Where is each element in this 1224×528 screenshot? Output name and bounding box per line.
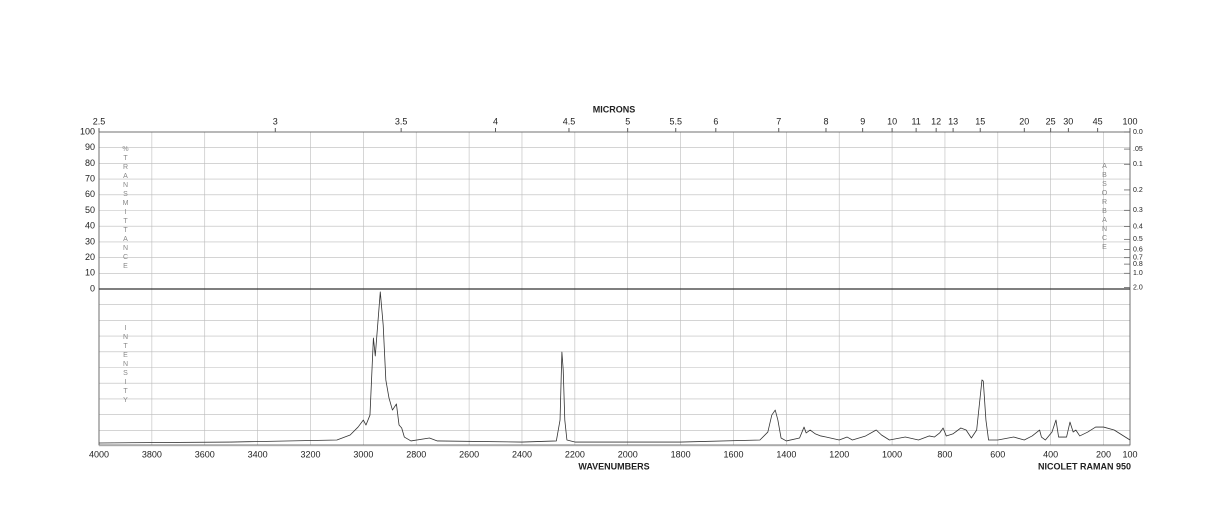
x-tick-label: 3000 [353,449,373,459]
absorbance-tick-label: 0.5 [1133,236,1143,243]
x-tick-label: 800 [937,449,952,459]
right-axis-label: ABSORBANCE [1101,163,1108,253]
lower-axis-label: INTENSITY [122,325,129,406]
micron-tick-label: 12 [931,116,941,126]
micron-tick-label: 4 [493,116,498,126]
micron-tick-label: 10 [887,116,897,126]
micron-tick-label: 15 [975,116,985,126]
absorbance-tick-label: 0.2 [1133,187,1143,194]
x-tick-label: 1200 [829,449,849,459]
micron-tick-label: 100 [1122,116,1137,126]
x-tick-label: 1400 [776,449,796,459]
absorbance-tick-label: 2.0 [1133,284,1143,291]
micron-tick-label: 30 [1063,116,1073,126]
y-tick-label: 50 [85,205,95,215]
y-tick-label: 60 [85,189,95,199]
chart-title: MICRONS [593,104,636,114]
absorbance-tick-label: 0.4 [1133,223,1143,230]
micron-tick-label: 9 [860,116,865,126]
x-axis-title: WAVENUMBERS [578,461,649,471]
absorbance-tick-label: 0.3 [1133,207,1143,214]
micron-tick-label: 5.5 [670,116,683,126]
y-tick-label: 40 [85,221,95,231]
x-tick-label: 1800 [671,449,691,459]
footer: NICOLET RAMAN 950 [1038,461,1131,471]
x-tick-label: 600 [990,449,1005,459]
y-tick-label: 70 [85,173,95,183]
x-tick-label: 1000 [882,449,902,459]
x-tick-label: 2400 [512,449,532,459]
absorbance-tick-label: 0.7 [1133,255,1143,262]
absorbance-tick-label: .05 [1133,146,1143,153]
absorbance-tick-label: 0.1 [1133,161,1143,168]
x-tick-label: 2000 [618,449,638,459]
micron-tick-label: 20 [1019,116,1029,126]
y-tick-label: 100 [80,126,95,136]
spectrum-line [98,291,1131,444]
x-tick-label: 100 [1122,449,1137,459]
x-tick-label: 2800 [406,449,426,459]
x-tick-label: 2600 [459,449,479,459]
left-axis-label: %TRANSMITTANCE [122,146,129,272]
y-tick-label: 10 [85,268,95,278]
micron-tick-label: 45 [1093,116,1103,126]
absorbance-tick-label: 0.0 [1133,129,1143,136]
micron-tick-label: 6 [713,116,718,126]
absorbance-tick-label: 0.6 [1133,246,1143,253]
y-tick-label: 20 [85,252,95,262]
micron-tick-label: 25 [1046,116,1056,126]
y-tick-label: 90 [85,142,95,152]
x-tick-label: 3600 [195,449,215,459]
x-tick-label: 3200 [300,449,320,459]
micron-tick-label: 8 [823,116,828,126]
x-tick-label: 3400 [248,449,268,459]
micron-tick-label: 2.5 [93,116,106,126]
x-tick-label: 4000 [89,449,109,459]
micron-tick-label: 11 [911,116,920,126]
micron-tick-label: 13 [948,116,958,126]
micron-tick-label: 5 [625,116,630,126]
micron-tick-label: 3 [273,116,278,126]
x-tick-label: 2200 [565,449,585,459]
y-tick-label: 80 [85,158,95,168]
y-tick-label: 0 [90,283,95,293]
absorbance-tick-label: 0.8 [1133,261,1143,268]
absorbance-tick-label: 1.0 [1133,270,1143,277]
x-tick-label: 3800 [142,449,162,459]
x-tick-label: 1600 [723,449,743,459]
y-tick-label: 30 [85,236,95,246]
micron-tick-label: 4.5 [563,116,576,126]
x-tick-label: 400 [1043,449,1058,459]
micron-tick-label: 7 [776,116,781,126]
x-tick-label: 200 [1096,449,1111,459]
micron-tick-label: 3.5 [395,116,408,126]
